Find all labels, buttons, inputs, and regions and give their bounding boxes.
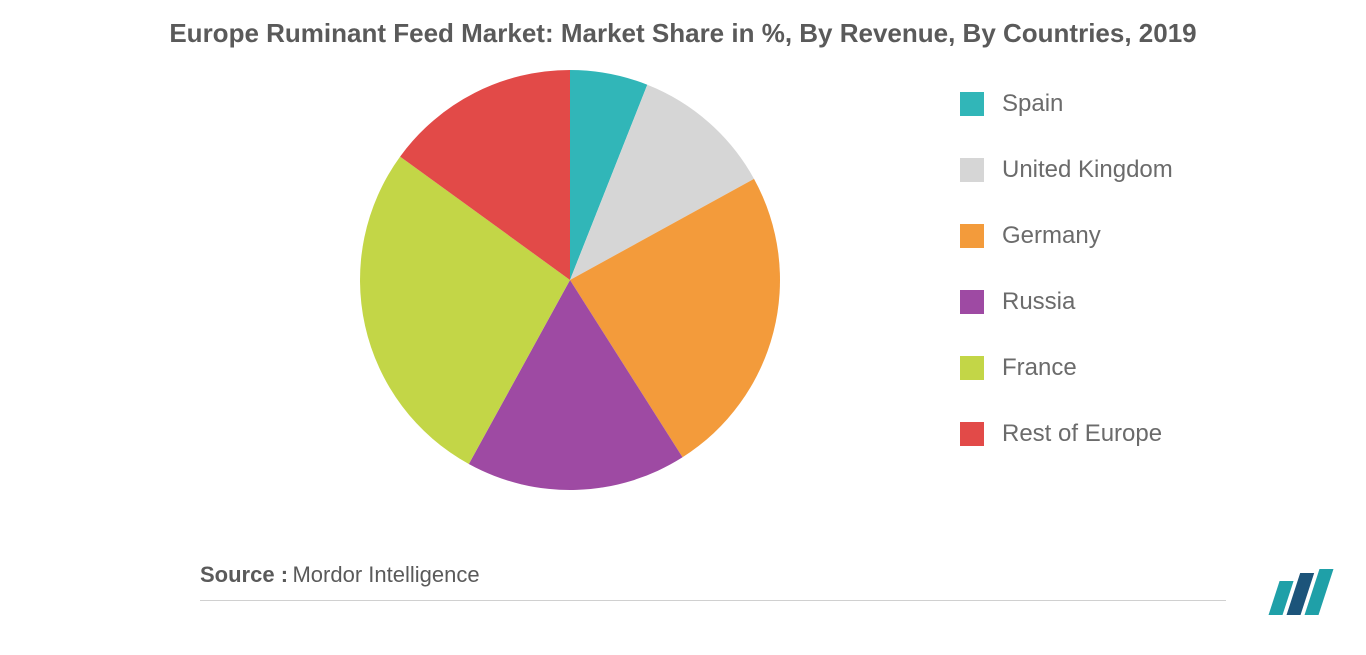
source-value: Mordor Intelligence [292, 562, 479, 587]
brand-logo [1276, 569, 1326, 615]
legend-label: Russia [1002, 288, 1075, 316]
legend-swatch [960, 158, 984, 182]
logo-icon [1269, 569, 1334, 615]
legend-item: Rest of Europe [960, 420, 1260, 448]
legend-label: Germany [1002, 222, 1101, 250]
legend-label: France [1002, 354, 1077, 382]
legend-item: Russia [960, 288, 1260, 316]
legend-swatch [960, 290, 984, 314]
legend-label: Spain [1002, 90, 1063, 118]
legend-item: Germany [960, 222, 1260, 250]
legend-swatch [960, 422, 984, 446]
legend-item: France [960, 354, 1260, 382]
legend-swatch [960, 92, 984, 116]
legend-item: United Kingdom [960, 156, 1260, 184]
divider [200, 600, 1226, 601]
legend: Spain United Kingdom Germany Russia France Re… [960, 90, 1260, 486]
chart-container: Europe Ruminant Feed Market: Market Shar… [0, 0, 1366, 655]
pie-chart [360, 70, 780, 490]
legend-label: Rest of Europe [1002, 420, 1162, 448]
legend-swatch [960, 224, 984, 248]
legend-swatch [960, 356, 984, 380]
pie-svg [360, 70, 780, 490]
legend-item: Spain [960, 90, 1260, 118]
chart-title: Europe Ruminant Feed Market: Market Shar… [0, 18, 1366, 49]
source-label: Source : [200, 562, 288, 587]
legend-label: United Kingdom [1002, 156, 1173, 184]
source-attribution: Source : Mordor Intelligence [200, 562, 480, 588]
